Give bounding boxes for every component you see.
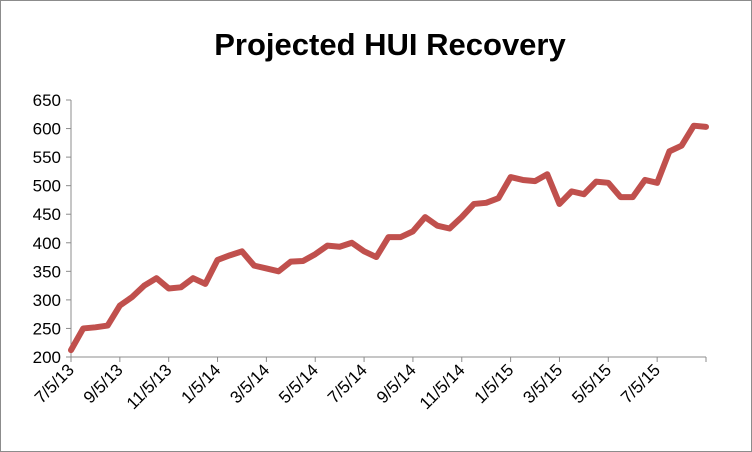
y-tick-label: 200 — [33, 348, 61, 367]
y-tick-label: 500 — [33, 177, 61, 196]
y-tick-label: 350 — [33, 262, 61, 281]
y-tick-label: 250 — [33, 319, 61, 338]
chart-title: Projected HUI Recovery — [214, 27, 566, 62]
y-tick-label: 550 — [33, 148, 61, 167]
y-tick-label: 650 — [33, 91, 61, 110]
y-tick-label: 450 — [33, 205, 61, 224]
data-line — [68, 122, 709, 354]
y-tick-label: 400 — [33, 234, 61, 253]
y-tick-label: 600 — [33, 120, 61, 139]
y-tick-label: 300 — [33, 291, 61, 310]
